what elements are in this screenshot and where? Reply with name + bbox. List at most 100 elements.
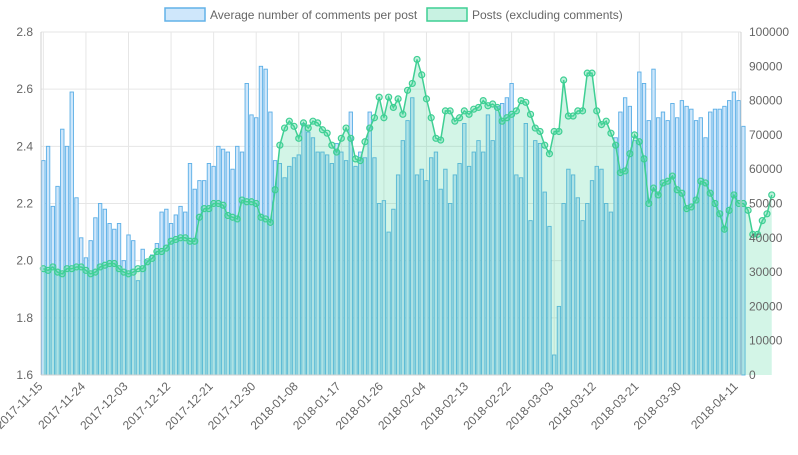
- point[interactable]: [531, 124, 539, 132]
- point[interactable]: [205, 205, 213, 213]
- point[interactable]: [545, 150, 554, 158]
- point[interactable]: [285, 117, 293, 125]
- point[interactable]: [91, 268, 99, 276]
- point[interactable]: [380, 114, 388, 122]
- point[interactable]: [607, 129, 615, 137]
- point[interactable]: [375, 93, 383, 101]
- point[interactable]: [195, 213, 204, 221]
- point[interactable]: [271, 186, 279, 194]
- point[interactable]: [668, 172, 677, 180]
- point[interactable]: [758, 217, 766, 225]
- point[interactable]: [158, 247, 166, 256]
- point[interactable]: [460, 107, 468, 115]
- point[interactable]: [555, 127, 563, 136]
- point[interactable]: [612, 141, 620, 149]
- point[interactable]: [763, 210, 771, 218]
- point[interactable]: [706, 189, 714, 197]
- point[interactable]: [465, 110, 473, 118]
- point[interactable]: [333, 148, 341, 156]
- point[interactable]: [536, 127, 544, 136]
- point[interactable]: [266, 218, 274, 226]
- point[interactable]: [744, 206, 752, 214]
- point[interactable]: [361, 138, 369, 146]
- point[interactable]: [725, 206, 733, 214]
- legend-item-posts[interactable]: Posts (excluding comments): [426, 7, 623, 22]
- point[interactable]: [356, 157, 364, 165]
- point[interactable]: [82, 266, 90, 274]
- point[interactable]: [219, 201, 227, 209]
- legend-item-comments[interactable]: Average number of comments per post: [164, 7, 418, 22]
- point[interactable]: [370, 114, 379, 122]
- point[interactable]: [768, 191, 776, 199]
- point[interactable]: [739, 199, 747, 208]
- point[interactable]: [162, 244, 170, 252]
- point[interactable]: [77, 263, 85, 271]
- point[interactable]: [560, 76, 568, 84]
- point[interactable]: [252, 199, 260, 208]
- point[interactable]: [290, 122, 298, 130]
- point[interactable]: [262, 215, 270, 223]
- point[interactable]: [730, 191, 738, 199]
- point[interactable]: [58, 270, 66, 278]
- point[interactable]: [347, 134, 355, 142]
- point[interactable]: [437, 136, 445, 144]
- point[interactable]: [399, 110, 407, 118]
- point[interactable]: [110, 259, 118, 268]
- point[interactable]: [474, 103, 483, 112]
- point[interactable]: [597, 121, 606, 129]
- point[interactable]: [129, 268, 137, 276]
- point[interactable]: [664, 177, 672, 185]
- point[interactable]: [115, 265, 123, 273]
- point[interactable]: [446, 107, 454, 115]
- point[interactable]: [673, 186, 681, 194]
- point[interactable]: [716, 210, 724, 218]
- point[interactable]: [635, 138, 643, 146]
- point[interactable]: [366, 124, 374, 132]
- point[interactable]: [479, 96, 487, 105]
- point[interactable]: [512, 107, 520, 115]
- point[interactable]: [342, 124, 350, 132]
- point[interactable]: [522, 98, 530, 106]
- point[interactable]: [394, 95, 402, 103]
- point[interactable]: [385, 93, 393, 101]
- point[interactable]: [323, 129, 331, 137]
- point[interactable]: [498, 117, 506, 125]
- point[interactable]: [621, 167, 629, 175]
- point[interactable]: [389, 103, 397, 112]
- point[interactable]: [49, 263, 57, 271]
- point[interactable]: [593, 107, 601, 115]
- point[interactable]: [602, 117, 610, 125]
- point[interactable]: [503, 114, 511, 122]
- point[interactable]: [489, 100, 497, 108]
- point[interactable]: [711, 199, 719, 208]
- point[interactable]: [508, 110, 516, 118]
- point[interactable]: [280, 124, 289, 132]
- bar[interactable]: [741, 125, 746, 376]
- point[interactable]: [233, 215, 241, 223]
- point[interactable]: [493, 103, 502, 112]
- point[interactable]: [418, 71, 426, 79]
- point[interactable]: [295, 134, 303, 142]
- point[interactable]: [413, 55, 421, 64]
- point[interactable]: [148, 254, 156, 262]
- point[interactable]: [314, 119, 322, 127]
- point[interactable]: [328, 141, 336, 149]
- point[interactable]: [276, 141, 284, 149]
- point[interactable]: [422, 95, 431, 103]
- point[interactable]: [701, 179, 710, 187]
- point[interactable]: [720, 225, 729, 233]
- point[interactable]: [654, 191, 662, 199]
- point[interactable]: [692, 196, 700, 204]
- point[interactable]: [678, 189, 686, 197]
- point[interactable]: [451, 117, 459, 125]
- point[interactable]: [526, 110, 535, 118]
- point[interactable]: [44, 266, 52, 274]
- point[interactable]: [578, 107, 587, 115]
- point[interactable]: [687, 203, 695, 211]
- point[interactable]: [318, 126, 327, 134]
- point[interactable]: [753, 230, 762, 238]
- point[interactable]: [191, 237, 199, 245]
- point[interactable]: [139, 265, 147, 273]
- point[interactable]: [427, 114, 435, 122]
- point[interactable]: [649, 184, 658, 192]
